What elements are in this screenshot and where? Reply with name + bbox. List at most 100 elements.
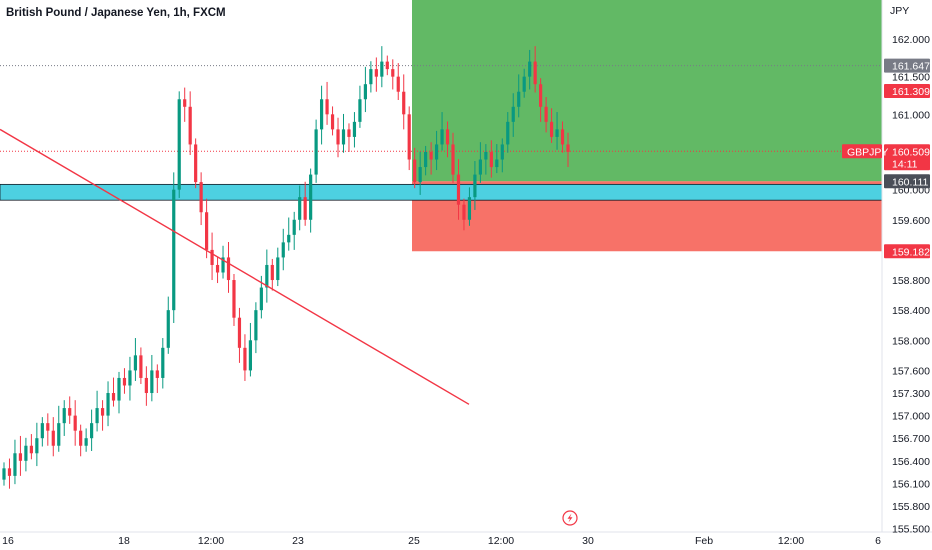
y-tick-label: 158.800: [892, 275, 930, 287]
candle-body: [445, 129, 450, 145]
candle-body: [13, 453, 17, 476]
candle-body: [177, 99, 181, 190]
candle-body: [95, 408, 99, 424]
candle-body: [232, 280, 236, 318]
candle-body: [473, 174, 477, 198]
candle-body: [117, 377, 121, 401]
candle-body: [451, 144, 455, 175]
candle-body: [155, 370, 159, 378]
candle-body: [462, 204, 466, 220]
take-profit-badge-bg: [884, 84, 930, 99]
replay-button[interactable]: [562, 510, 578, 526]
candle-body: [210, 249, 214, 265]
candle-body: [544, 106, 548, 122]
x-tick-label: 30: [582, 535, 594, 547]
candle-body: [166, 310, 170, 348]
entry-price-badge: 160.111: [884, 174, 930, 189]
candle-body: [90, 423, 94, 439]
candle-body: [188, 106, 192, 145]
candle-body: [402, 91, 406, 115]
candle-body: [358, 99, 362, 122]
y-axis-unit: JPY: [890, 5, 909, 17]
candle-body: [111, 393, 116, 401]
x-tick-label: 23: [292, 535, 304, 547]
candle-body: [478, 159, 482, 175]
candle-body: [183, 99, 187, 107]
candle-body: [330, 114, 335, 130]
candle-body: [374, 69, 378, 77]
candle-body: [35, 438, 39, 454]
y-tick-label: 158.400: [892, 305, 930, 317]
candle-body: [259, 287, 263, 311]
candle-body: [528, 61, 532, 77]
candle-body: [161, 347, 165, 378]
candle-body: [122, 377, 127, 386]
x-tick-label: 12:00: [198, 535, 224, 547]
candle-body: [424, 151, 428, 168]
take-profit-zone[interactable]: [412, 0, 882, 182]
candle-body: [40, 423, 44, 439]
candle-body: [298, 197, 302, 220]
take-profit-badge-text: 161.309: [892, 86, 930, 98]
candle-body: [7, 468, 12, 476]
candle-body: [46, 423, 50, 431]
y-tick-label: 159.600: [892, 215, 930, 227]
candle-body: [226, 257, 231, 281]
candle-body: [199, 182, 203, 213]
stop-loss-badge-bg: [884, 244, 930, 259]
candle-body: [489, 151, 493, 168]
candle-body: [265, 264, 269, 288]
candle-body: [484, 151, 488, 160]
candle-body: [243, 347, 247, 371]
high-price-badge-bg: [884, 58, 930, 73]
candle-body: [341, 129, 346, 145]
candle-body: [385, 61, 389, 70]
candle-body: [467, 197, 472, 220]
candle-body: [391, 69, 395, 77]
x-tick-label: 12:00: [488, 535, 514, 547]
lightning-bolt-icon: [567, 513, 573, 523]
candle-body: [139, 355, 143, 378]
support-zone-rectangle[interactable]: [0, 183, 883, 201]
candle-body: [396, 76, 400, 92]
y-tick-label: 156.100: [892, 478, 930, 490]
chart-title: British Pound / Japanese Yen, 1h, FXCM: [6, 7, 226, 19]
candle-body: [194, 144, 198, 183]
candle-body: [347, 129, 351, 137]
y-tick-label: 155.800: [892, 501, 930, 513]
entry-price-badge-bg: [884, 174, 930, 189]
candle-body: [456, 174, 461, 205]
candle-body: [555, 129, 559, 137]
stop-loss-badge: 159.182: [884, 244, 930, 259]
current-price-text: 160.509: [892, 146, 930, 158]
candle-body: [363, 84, 367, 100]
candle-body: [57, 423, 61, 446]
y-tick-label: 157.600: [892, 365, 930, 377]
candle-body: [549, 121, 554, 137]
symbol-badge-bg: [842, 144, 882, 159]
candle-body: [413, 159, 417, 183]
y-tick-label: 157.300: [892, 388, 930, 400]
trendline[interactable]: [0, 128, 470, 405]
x-tick-label: 16: [2, 535, 14, 547]
x-tick-label: Feb: [695, 535, 713, 547]
candle-body: [303, 197, 307, 220]
candle-body: [533, 61, 537, 85]
candle-body: [292, 219, 296, 235]
candle-body: [287, 234, 291, 243]
symbol-text: GBPJPY: [847, 146, 888, 158]
candle-body: [29, 445, 33, 454]
candle-body: [248, 340, 253, 371]
candle-body: [522, 76, 526, 92]
countdown-text: 14:11: [892, 158, 918, 170]
candle-body: [511, 106, 515, 122]
y-tick-label: 156.400: [892, 456, 930, 468]
candle-body: [352, 121, 357, 137]
x-tick-label: 25: [408, 535, 420, 547]
candle-body: [434, 144, 439, 160]
candle-body: [2, 468, 6, 480]
candle-body: [62, 408, 66, 424]
candle-body: [73, 415, 77, 431]
